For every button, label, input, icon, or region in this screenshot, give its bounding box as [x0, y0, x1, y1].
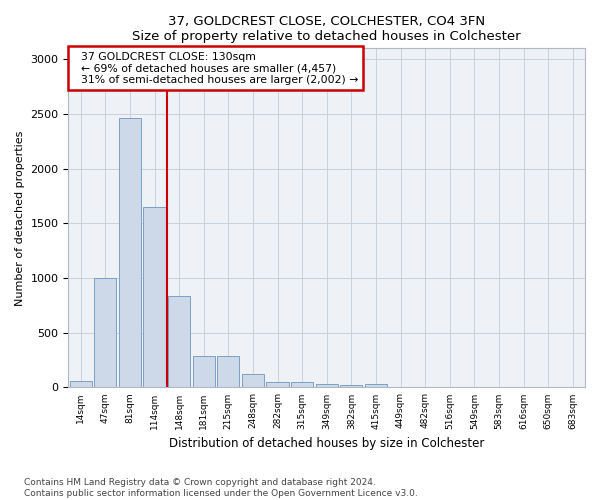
Bar	[217, 356, 239, 388]
Bar	[143, 207, 166, 388]
Text: 37 GOLDCREST CLOSE: 130sqm
  ← 69% of detached houses are smaller (4,457)
  31% : 37 GOLDCREST CLOSE: 130sqm ← 69% of deta…	[74, 52, 358, 85]
Bar	[291, 382, 313, 388]
Bar	[94, 278, 116, 388]
Bar	[119, 118, 141, 388]
Y-axis label: Number of detached properties: Number of detached properties	[15, 130, 25, 306]
Bar	[316, 384, 338, 388]
Bar	[70, 382, 92, 388]
X-axis label: Distribution of detached houses by size in Colchester: Distribution of detached houses by size …	[169, 437, 484, 450]
Bar	[365, 384, 387, 388]
Bar	[168, 296, 190, 388]
Bar	[242, 374, 264, 388]
Bar	[340, 385, 362, 388]
Bar	[266, 382, 289, 388]
Bar	[193, 356, 215, 388]
Title: 37, GOLDCREST CLOSE, COLCHESTER, CO4 3FN
Size of property relative to detached h: 37, GOLDCREST CLOSE, COLCHESTER, CO4 3FN…	[133, 15, 521, 43]
Text: Contains HM Land Registry data © Crown copyright and database right 2024.
Contai: Contains HM Land Registry data © Crown c…	[24, 478, 418, 498]
